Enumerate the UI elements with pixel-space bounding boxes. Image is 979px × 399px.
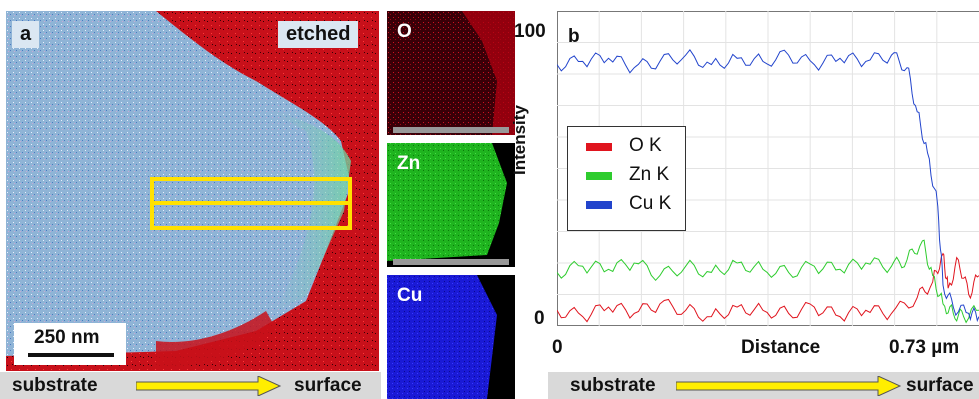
oxygen-map-scale bbox=[393, 127, 509, 133]
panel-a-eds-overlay bbox=[6, 11, 379, 371]
direction-a-start: substrate bbox=[12, 375, 98, 396]
direction-a-end: surface bbox=[294, 375, 362, 396]
etched-tag: etched bbox=[278, 21, 359, 48]
zinc-map-scale bbox=[393, 259, 509, 265]
series-line-cu-k bbox=[557, 48, 979, 323]
y-tick-max: 100 bbox=[514, 21, 546, 42]
direction-bar-b: substrate surface bbox=[548, 372, 979, 399]
copper-map-texture bbox=[387, 275, 497, 399]
legend-text-o: O K bbox=[629, 135, 662, 156]
scale-bar: 250 nm bbox=[14, 323, 126, 365]
x-tick-min: 0 bbox=[552, 337, 563, 358]
panel-a-label: a bbox=[12, 21, 40, 48]
zinc-map-texture bbox=[387, 143, 507, 261]
direction-b-end: surface bbox=[906, 375, 974, 396]
legend-swatch-o bbox=[586, 143, 612, 151]
direction-b-arrow bbox=[676, 376, 902, 396]
legend-text-cu: Cu K bbox=[629, 193, 672, 214]
legend-swatch-zn bbox=[586, 172, 612, 180]
chart-legend: O K Zn K Cu K bbox=[567, 126, 686, 231]
series-line-zn-k bbox=[557, 239, 979, 324]
oxygen-map-texture bbox=[387, 11, 515, 135]
panel-a-composite-map: a etched 250 nm bbox=[6, 11, 379, 371]
direction-b-start: substrate bbox=[570, 375, 656, 396]
zinc-map-label: Zn bbox=[397, 153, 421, 174]
oxygen-map: O bbox=[387, 11, 515, 135]
direction-bar-a: substrate surface bbox=[0, 372, 381, 399]
y-axis-label: Intensity bbox=[510, 105, 529, 175]
x-axis-label: Distance bbox=[741, 337, 821, 358]
chart-series bbox=[557, 48, 979, 324]
copper-map-label: Cu bbox=[397, 285, 423, 306]
legend-swatch-cu bbox=[586, 201, 612, 209]
direction-a-arrow bbox=[136, 376, 282, 396]
x-tick-max: 0.73 µm bbox=[889, 337, 960, 358]
zinc-map: Zn bbox=[387, 143, 515, 267]
selection-box-lower bbox=[150, 201, 352, 230]
copper-map: Cu bbox=[387, 275, 515, 399]
legend-text-zn: Zn K bbox=[629, 164, 670, 185]
scale-bar-label: 250 nm bbox=[34, 327, 100, 348]
oxygen-map-label: O bbox=[397, 21, 412, 42]
scale-bar-line bbox=[28, 353, 114, 357]
y-tick-min: 0 bbox=[534, 308, 545, 329]
panel-b-label: b bbox=[568, 26, 580, 47]
series-line-o-k bbox=[557, 252, 979, 323]
